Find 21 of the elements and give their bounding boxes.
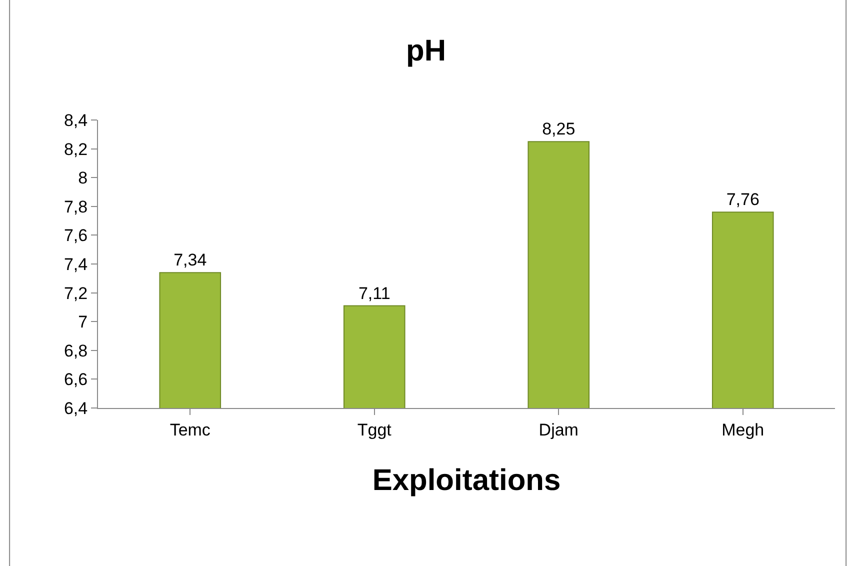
y-tick-label: 6,4 (64, 398, 88, 418)
x-tick-label: Tggt (357, 420, 392, 440)
x-axis-title: Exploitations (372, 464, 561, 497)
data-label: 7,76 (726, 190, 760, 210)
chart-title: pH (406, 34, 446, 68)
data-label: 7,11 (358, 284, 390, 303)
data-label: 8,25 (542, 120, 576, 139)
y-tick-label: 8,4 (64, 110, 88, 130)
data-label: 7,34 (174, 250, 207, 270)
y-tick-label: 6,8 (64, 341, 88, 360)
y-tick-label: 7,2 (64, 284, 88, 303)
y-tick-label: 7 (78, 312, 88, 332)
y-tick-label: 7,8 (64, 197, 88, 216)
y-tick-label: 7,4 (64, 254, 88, 274)
y-tick-label: 8,2 (64, 140, 88, 159)
x-tick-label: Djam (538, 420, 578, 440)
y-tick-label: 6,6 (64, 370, 88, 390)
y-tick-label: 8 (78, 168, 88, 188)
y-tick-label: 7,6 (64, 226, 88, 246)
x-tick-label: Temc (170, 420, 211, 440)
x-tick-label: Megh (722, 420, 764, 440)
